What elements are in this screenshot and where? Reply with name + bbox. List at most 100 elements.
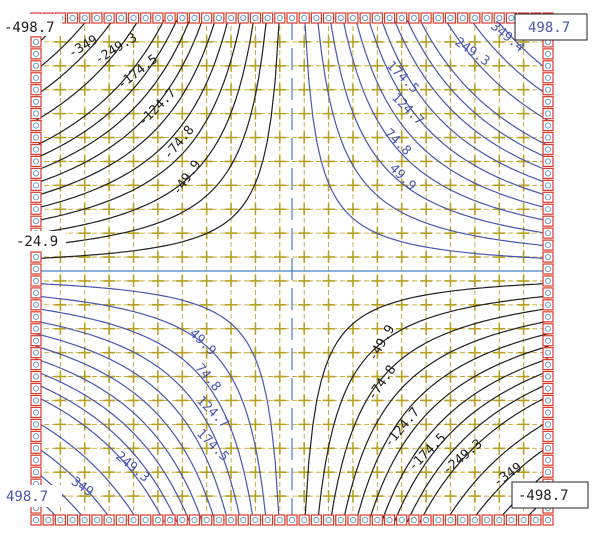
grid-node-marker [371, 322, 384, 335]
boundary-node-dot [240, 14, 247, 22]
contour-line-bottom-right [304, 282, 549, 523]
boundary-node-dot [374, 516, 381, 524]
boundary-node [30, 191, 42, 203]
grid-node-marker [103, 227, 116, 240]
boundary-node [359, 12, 371, 24]
grid-node-marker [176, 107, 189, 120]
grid-node-marker [420, 251, 433, 264]
boundary-node-dot [32, 445, 40, 452]
boundary-node-dot [276, 14, 283, 22]
boundary-node [371, 514, 383, 526]
boundary-node-dot [544, 325, 552, 332]
boundary-node [30, 84, 42, 96]
boundary-node-dot [544, 146, 552, 153]
grid-node-marker [468, 83, 481, 96]
boundary-node [249, 514, 262, 526]
grid-node-marker [78, 35, 91, 48]
boundary-node [213, 12, 225, 24]
grid-node-marker [225, 274, 238, 287]
boundary-node-dot [32, 253, 40, 261]
grid-node-marker [468, 394, 481, 407]
grid-node-marker [420, 346, 433, 359]
grid-node-marker [103, 442, 116, 455]
boundary-node-dot [191, 516, 198, 524]
boundary-node [518, 514, 530, 526]
edge-label-left-middle-text: -24.9 [16, 234, 58, 250]
contour-label-top-left: -49.9 [170, 158, 205, 199]
grid-node-marker [346, 346, 359, 359]
grid-node-marker [176, 322, 189, 335]
contour-line-top-left [35, 19, 203, 184]
contour-line-bottom-right [355, 333, 549, 523]
boundary-node [54, 514, 66, 526]
grid-node-marker [322, 490, 335, 503]
boundary-node-dot [544, 373, 552, 380]
grid-node-marker [54, 83, 67, 96]
boundary-node [127, 12, 140, 24]
boundary-node-dot [483, 14, 491, 22]
boundary-node-dot [32, 385, 40, 392]
grid-node-marker [54, 298, 67, 311]
contour-label-bottom-left: 74.8 [192, 361, 224, 395]
boundary-node [176, 514, 188, 526]
boundary-node-dot [276, 516, 283, 524]
boundary-node-dot [32, 325, 40, 332]
boundary-node [115, 12, 127, 24]
contour-label-bottom-left: 249.3 [112, 449, 152, 486]
boundary-node [103, 514, 115, 526]
grid-node-marker [273, 227, 286, 240]
boundary-node [469, 514, 481, 526]
grid-node-marker [200, 179, 213, 192]
boundary-node-dot [544, 277, 552, 285]
boundary-node-dot [325, 516, 332, 524]
boundary-node-dot [32, 457, 40, 464]
boundary-node-dot [32, 182, 40, 189]
boundary-node [542, 287, 554, 299]
contour-line-bottom-left [35, 345, 216, 523]
boundary-node [262, 12, 274, 24]
grid-node-marker [322, 35, 335, 48]
grid-node-marker [273, 83, 286, 96]
boundary-node [542, 299, 554, 311]
grid-node-marker [346, 227, 359, 240]
grid-node-marker [371, 442, 384, 455]
grid-node-marker [346, 131, 359, 144]
contour-label-top-right: 74.8 [381, 126, 414, 159]
boundary-node-dot [447, 14, 454, 22]
boundary-node-dot [544, 337, 552, 344]
grid-node-marker [420, 35, 433, 48]
boundary-node-dot [288, 14, 296, 22]
grid-node-marker [273, 442, 286, 455]
grid-node-marker [517, 442, 530, 455]
boundary-node-dot [544, 421, 552, 428]
contour-line-top-right [470, 19, 549, 96]
boundary-node [335, 514, 347, 526]
boundary-node [30, 96, 42, 108]
grid-node-marker [225, 322, 238, 335]
grid-node-marker [346, 466, 359, 479]
boundary-node [542, 143, 554, 156]
boundary-node-dot [544, 397, 552, 404]
grid-node-marker [273, 394, 286, 407]
boundary-node [347, 514, 359, 526]
grid-node-marker [273, 35, 286, 48]
boundary-node [30, 418, 42, 430]
boundary-node-dot [32, 516, 40, 524]
grid-node-marker [249, 203, 262, 216]
contour-line-bottom-right [393, 370, 549, 523]
boundary-node-dot [32, 409, 40, 416]
boundary-node [262, 514, 274, 526]
grid-node-marker [322, 322, 335, 335]
grid-node-marker [493, 35, 506, 48]
grid-node-marker [249, 131, 262, 144]
contour-line-bottom-left [35, 370, 191, 523]
boundary-node-dot [32, 38, 40, 46]
grid-node-marker [176, 179, 189, 192]
grid-node-marker [103, 322, 116, 335]
contour-line-bottom-right [470, 446, 549, 523]
contour-label-bottom-right: -49.9 [366, 323, 399, 364]
grid-node-marker [200, 346, 213, 359]
boundary-node-dot [544, 134, 552, 141]
contour-label-top-left: -174.5 [115, 52, 161, 93]
grid-node-marker [273, 274, 286, 287]
